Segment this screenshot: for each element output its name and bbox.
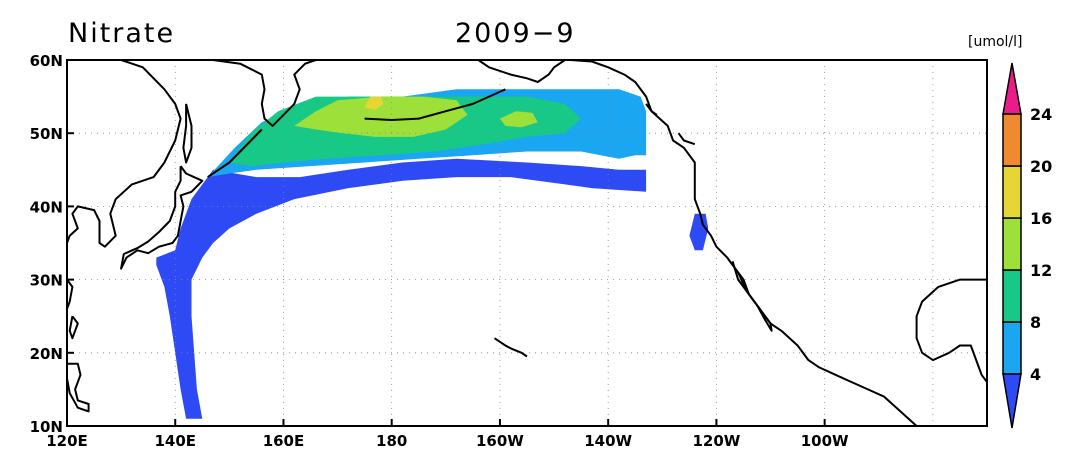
map-frame: [66, 59, 988, 427]
colorbar-segment: [1002, 269, 1022, 323]
colorbar-units: [umol/l]: [968, 34, 1023, 50]
coast-north-america: [570, 59, 918, 427]
lon-tick-label: 160W: [476, 432, 524, 450]
lat-tick-label: 50N: [30, 125, 63, 143]
coast-gulf-mexico: [915, 278, 988, 383]
lon-tick-label: 160E: [263, 432, 305, 450]
colorbar-segment: [1002, 321, 1022, 375]
coast-aleutians: [364, 88, 506, 121]
coast-china-south: [66, 279, 74, 310]
lon-tick-label: 100W: [801, 432, 849, 450]
lon-tick-label: 140W: [584, 432, 632, 450]
colorbar-segment: [1002, 113, 1022, 167]
map-date: 2009−9: [455, 18, 576, 49]
field-band-12-16-east: [499, 111, 538, 128]
coast-baja: [731, 261, 773, 332]
lon-tick-label: 140E: [154, 432, 196, 450]
colorbar-segment: [1002, 165, 1022, 219]
lat-tick-label: 10N: [30, 418, 63, 436]
lat-tick-label: 40N: [30, 198, 63, 216]
colorbar: 4 8 12 16 20 24: [1002, 62, 1052, 429]
colorbar-label: 4: [1030, 365, 1041, 384]
coast-kamchatka: [212, 59, 317, 127]
nitrate-field: [156, 89, 709, 419]
colorbar-bottom-triangle: [1002, 373, 1022, 429]
coast-philippines: [66, 362, 90, 413]
colorbar-top-triangle: [1002, 62, 1022, 115]
coast-asia: [66, 59, 182, 248]
coast-hawaii: [493, 337, 528, 358]
colorbar-label: 16: [1030, 209, 1052, 228]
axis-ticks: 120E 140E 160E 180 160W 140W 120W 100W 60N 50N 40N…: [30, 52, 849, 450]
coast-alaska: [477, 59, 566, 83]
lat-tick-label: 60N: [30, 52, 63, 70]
lat-tick-label: 20N: [30, 345, 63, 363]
colorbar-segment: [1002, 217, 1022, 271]
coast-sakhalin: [182, 103, 193, 164]
coast-japan: [120, 165, 204, 270]
colorbar-label: 8: [1030, 313, 1041, 332]
coast-taiwan: [68, 315, 79, 340]
colorbar-label: 20: [1030, 157, 1052, 176]
lon-tick-label: 120W: [692, 432, 740, 450]
field-band-lt4: [156, 158, 647, 419]
colorbar-label: 24: [1030, 105, 1052, 124]
field-band-16-20: [364, 96, 384, 110]
lon-tick-label: 120E: [46, 432, 88, 450]
coast-haida-gwaii: [645, 103, 658, 116]
gridlines: [67, 60, 987, 426]
coast-kurils: [207, 128, 263, 178]
map-title: Nitrate: [68, 18, 175, 49]
lat-tick-label: 30N: [30, 272, 63, 290]
field-band-lt4-patch: [689, 213, 709, 251]
lon-tick-label: 180: [376, 432, 407, 450]
field-band-12-16: [294, 96, 468, 137]
coast-vancouver-island: [677, 132, 696, 146]
colorbar-label: 12: [1030, 261, 1052, 280]
coastlines: [66, 59, 988, 427]
